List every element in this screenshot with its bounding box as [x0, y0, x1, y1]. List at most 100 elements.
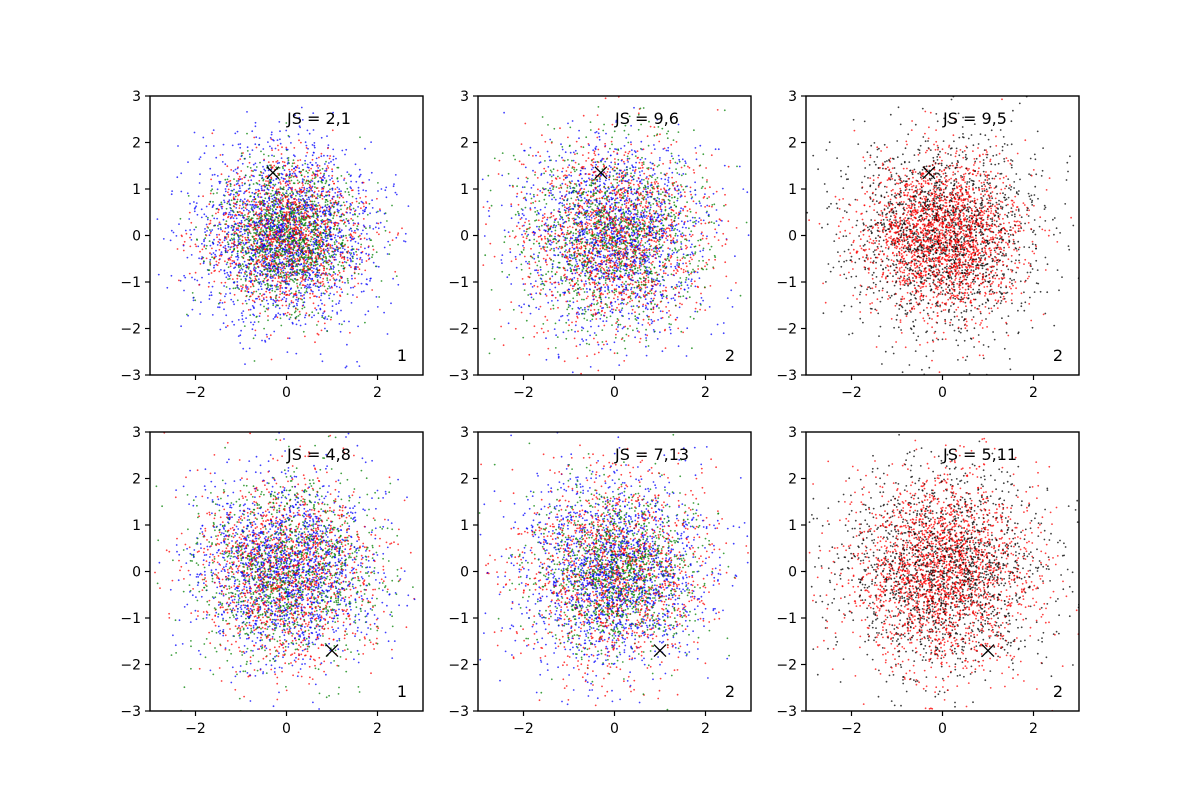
scatter-point: [268, 211, 270, 214]
scatter-point: [317, 253, 320, 256]
scatter-point: [296, 278, 299, 281]
scatter-point: [278, 251, 281, 254]
scatter-point: [274, 228, 277, 231]
scatter-point: [344, 281, 346, 284]
scatter-point: [230, 169, 233, 171]
scatter-point: [227, 191, 229, 194]
scatter-point: [243, 244, 246, 246]
scatter-point: [350, 252, 353, 255]
scatter-point: [246, 132, 248, 135]
scatter-point: [327, 315, 330, 317]
scatter-point: [259, 292, 261, 295]
scatter-point: [337, 250, 339, 253]
scatter-point: [348, 222, 350, 225]
scatter-point: [265, 299, 268, 302]
scatter-point: [225, 326, 227, 329]
scatter-point: [250, 280, 252, 283]
scatter-point: [627, 152, 630, 155]
scatter-point: [210, 253, 213, 256]
scatter-point: [301, 218, 304, 220]
scatter-point: [305, 192, 308, 194]
scatter-point: [235, 227, 238, 230]
scatter-point: [308, 230, 310, 233]
scatter-point: [287, 159, 290, 162]
scatter-point: [280, 264, 283, 266]
scatter-point: [316, 267, 318, 269]
scatter-point: [299, 212, 301, 214]
scatter-point: [277, 288, 279, 291]
scatter-point: [329, 279, 331, 281]
scatter-point: [272, 209, 275, 212]
scatter-point: [276, 316, 279, 319]
scatter-point: [241, 245, 244, 248]
scatter-point: [321, 314, 324, 317]
scatter-point: [249, 247, 252, 250]
scatter-point: [252, 163, 255, 166]
scatter-point: [313, 142, 316, 144]
scatter-point: [208, 294, 211, 297]
scatter-point: [256, 275, 258, 278]
scatter-point: [212, 129, 215, 132]
scatter-point: [277, 182, 280, 184]
scatter-point: [346, 171, 349, 174]
scatter-point: [340, 195, 343, 197]
scatter-point: [357, 192, 360, 195]
scatter-point: [301, 180, 304, 183]
scatter-point: [315, 308, 318, 311]
scatter-point: [325, 290, 328, 293]
scatter-point: [240, 230, 242, 233]
scatter-point: [275, 304, 278, 307]
scatter-point: [246, 241, 249, 244]
scatter-point: [203, 213, 206, 216]
scatter-point: [246, 236, 249, 239]
scatter-point: [302, 204, 305, 207]
scatter-point: [224, 235, 226, 238]
scatter-point: [319, 172, 322, 175]
scatter-point: [292, 171, 295, 173]
scatter-point: [303, 260, 306, 262]
scatter-point: [383, 246, 386, 249]
scatter-point: [288, 240, 291, 243]
scatter-point: [326, 274, 329, 277]
scatter-point: [349, 186, 352, 189]
scatter-point: [283, 276, 286, 279]
scatter-point: [359, 136, 361, 139]
scatter-point: [345, 218, 348, 220]
scatter-point: [227, 213, 230, 216]
scatter-point: [209, 261, 211, 263]
scatter-point: [267, 315, 269, 317]
scatter-point: [324, 205, 327, 208]
scatter-point: [232, 281, 235, 284]
scatter-point: [279, 262, 282, 265]
scatter-point: [292, 265, 295, 268]
scatter-point: [205, 244, 208, 247]
scatter-point: [220, 254, 223, 257]
scatter-point: [360, 282, 363, 285]
scatter-point: [304, 323, 307, 325]
scatter-point: [263, 231, 265, 233]
scatter-point: [252, 170, 254, 173]
scatter-point: [323, 215, 326, 217]
scatter-point: [233, 260, 235, 262]
scatter-point: [292, 255, 295, 258]
scatter-point: [332, 271, 335, 273]
scatter-point: [569, 126, 572, 129]
scatter-point: [310, 189, 312, 191]
scatter-point: [646, 308, 649, 311]
scatter-point: [210, 189, 213, 192]
scatter-point: [231, 278, 234, 280]
scatter-point: [291, 186, 293, 189]
scatter-point: [588, 184, 591, 187]
scatter-point: [285, 314, 288, 317]
scatter-point: [367, 246, 370, 249]
scatter-point: [357, 186, 360, 189]
scatter-point: [266, 200, 269, 203]
scatter-point: [254, 143, 257, 146]
scatter-point: [192, 299, 195, 302]
scatter-point: [178, 279, 180, 282]
scatter-point: [256, 229, 259, 231]
scatter-point: [364, 321, 366, 324]
scatter-point: [296, 285, 299, 287]
scatter-point: [246, 218, 249, 221]
scatter-point: [610, 140, 613, 143]
